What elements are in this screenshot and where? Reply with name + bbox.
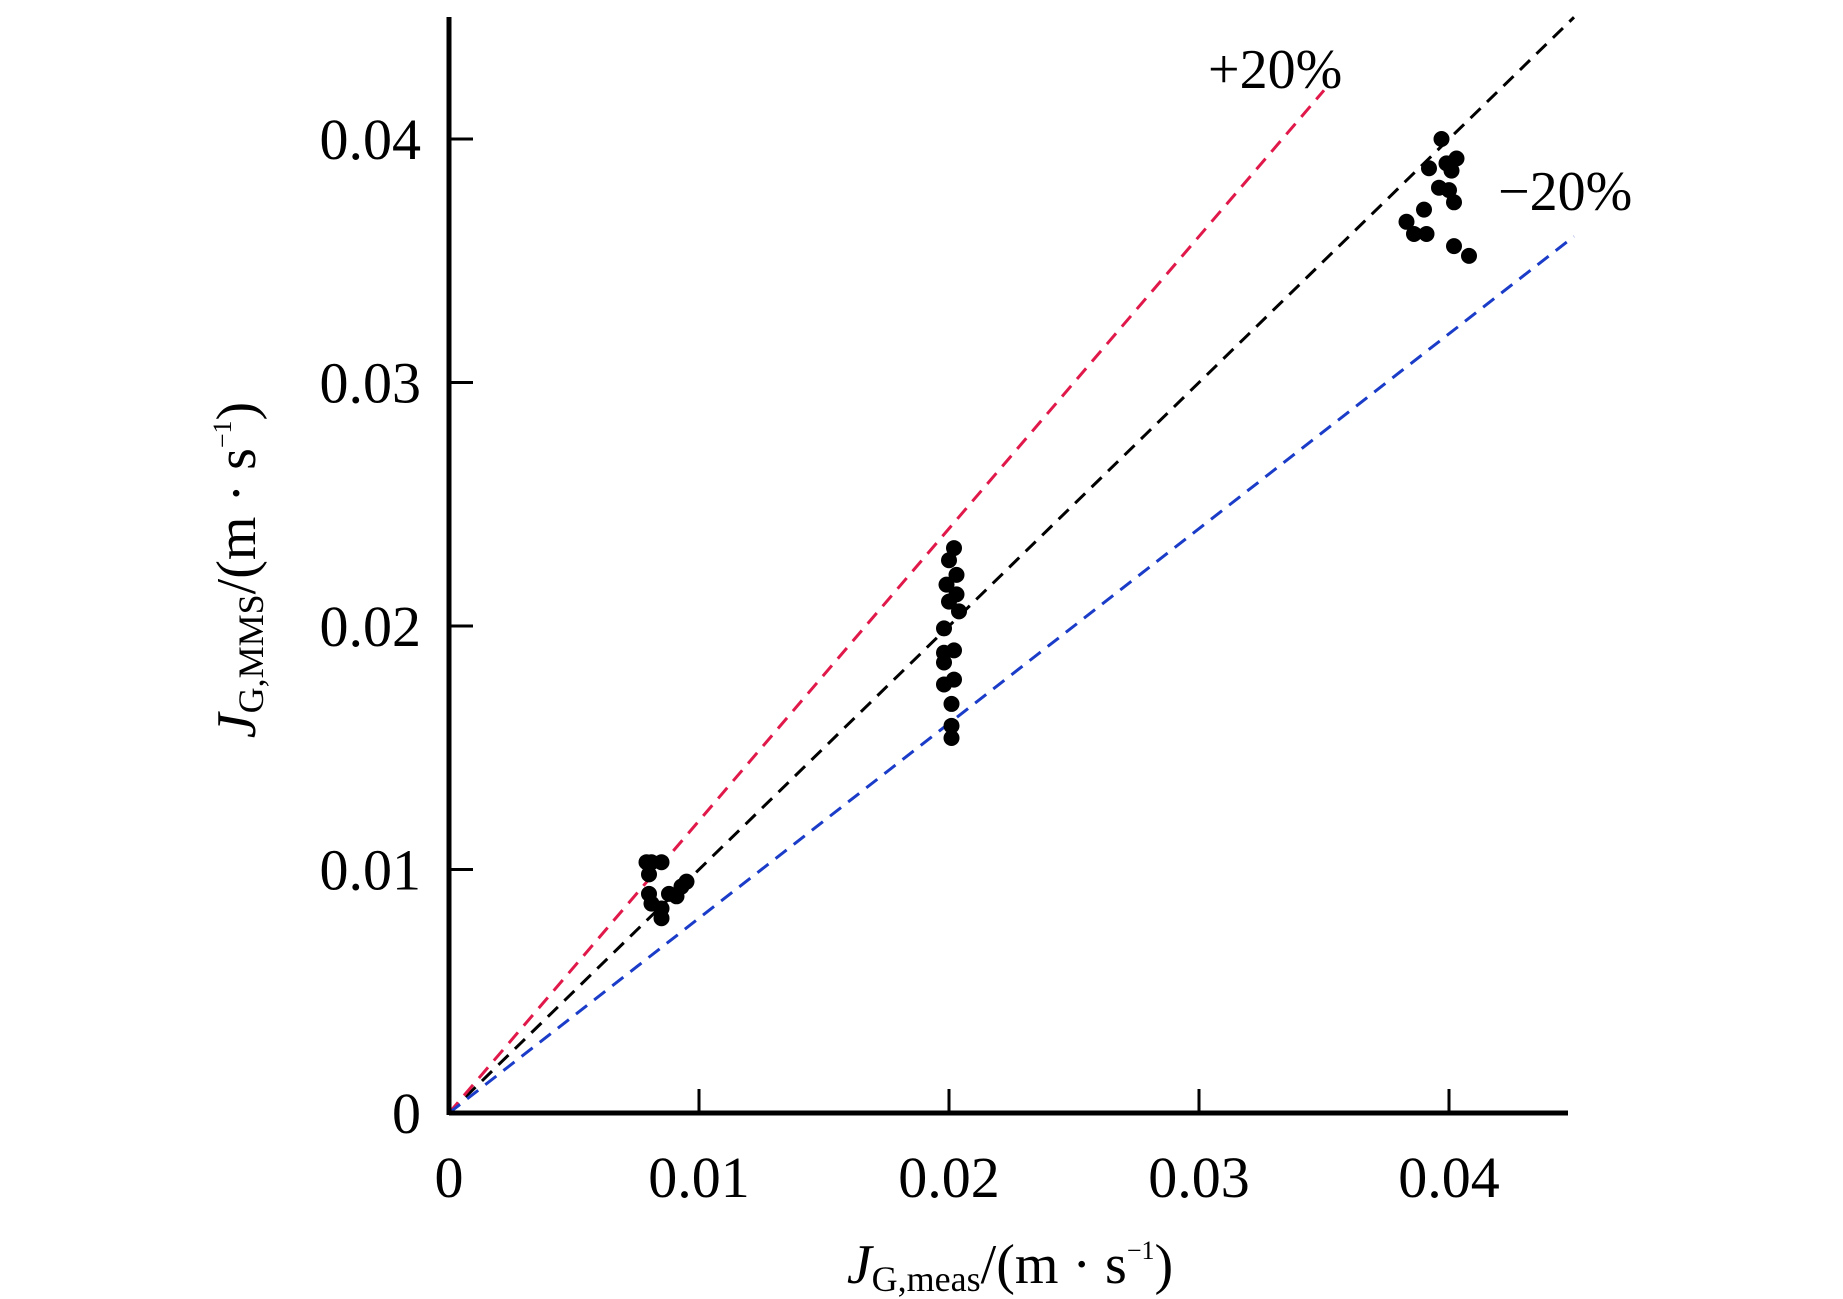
x-tick-label: 0.03 — [1148, 1145, 1250, 1210]
y-tick-label: 0.02 — [320, 594, 422, 659]
data-point — [653, 854, 670, 871]
x-tick-label: 0.02 — [898, 1145, 1000, 1210]
data-point — [936, 620, 952, 637]
data-point — [1443, 162, 1460, 179]
y-tick-label: 0 — [392, 1081, 421, 1146]
reference-line-parity — [447, 16, 1576, 1115]
data-point — [943, 730, 960, 747]
x-title-sub: G,meas — [872, 1259, 981, 1299]
x-axis-title: JG,meas/(m · s−1) — [847, 1234, 1173, 1299]
data-point — [1446, 194, 1462, 211]
y-title-sup: −1 — [208, 420, 237, 448]
data-point — [936, 654, 952, 671]
reference-line-minus-20 — [448, 235, 1575, 1115]
y-ticks: 0 0.01 0.02 0.03 0.04 — [320, 107, 473, 1146]
data-point — [1398, 213, 1415, 230]
data-points — [638, 131, 1477, 927]
data-point — [1433, 131, 1450, 147]
data-point — [1416, 201, 1432, 218]
x-title-main: J — [847, 1234, 875, 1296]
data-point — [941, 593, 957, 610]
y-title-main: J — [206, 710, 268, 738]
data-point — [1421, 160, 1437, 177]
x-tick-label: 0.01 — [648, 1145, 750, 1210]
y-title-close: ) — [206, 402, 268, 421]
data-point — [653, 910, 670, 927]
y-tick-label: 0.03 — [320, 351, 422, 416]
data-point — [951, 603, 967, 620]
data-point — [941, 552, 957, 569]
data-point — [946, 671, 962, 688]
x-tick-label: 0 — [435, 1145, 464, 1210]
data-point — [1446, 238, 1462, 255]
minus-20-label: −20% — [1498, 161, 1632, 223]
x-title-unit: /(m · s — [981, 1234, 1127, 1296]
data-point — [943, 695, 960, 712]
y-title-unit: /(m · s — [206, 448, 268, 594]
x-title-sup: −1 — [1127, 1236, 1155, 1265]
reference-lines — [447, 16, 1576, 1115]
x-tick-label: 0.04 — [1398, 1145, 1500, 1210]
data-point — [943, 717, 960, 734]
reference-line-plus-20 — [447, 89, 1326, 1114]
data-point — [641, 866, 657, 883]
data-point — [946, 642, 962, 659]
data-point — [1461, 247, 1477, 264]
y-title-sub: G,MMS — [231, 594, 271, 713]
data-point — [678, 873, 695, 890]
data-point — [1448, 150, 1465, 167]
y-tick-label: 0.01 — [320, 838, 422, 903]
x-ticks: 0 0.01 0.02 0.03 0.04 — [435, 1089, 1500, 1210]
y-axis-title: JG,MMS/(m · s−1) — [206, 402, 271, 738]
data-point — [948, 566, 965, 583]
data-point — [1418, 225, 1435, 242]
data-point — [938, 576, 955, 593]
x-title-close: ) — [1155, 1234, 1174, 1296]
data-point — [1441, 182, 1457, 199]
data-point — [946, 540, 962, 557]
plus-20-label: +20% — [1208, 39, 1342, 101]
data-point — [1406, 225, 1422, 242]
y-tick-label: 0.04 — [320, 107, 422, 172]
